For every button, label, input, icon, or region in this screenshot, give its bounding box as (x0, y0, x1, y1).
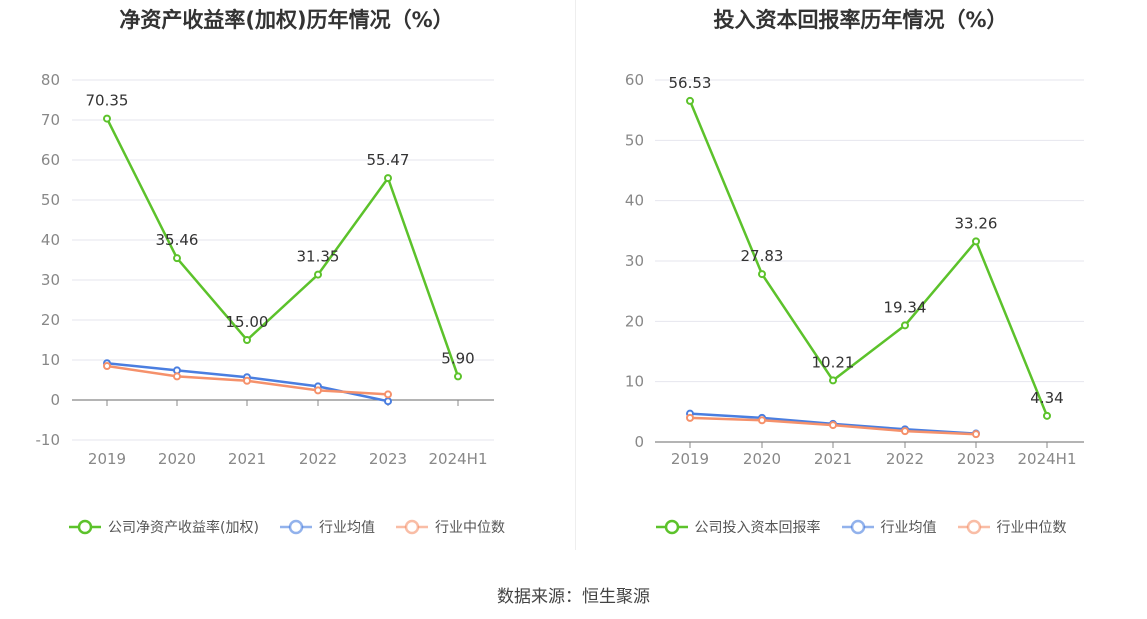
x-tick-label: 2023 (957, 450, 995, 468)
roic-chart-legend: 公司投入资本回报率 行业均值 行业中位数 (574, 517, 1147, 537)
y-tick-label: 60 (41, 151, 60, 169)
y-tick-label: 20 (625, 312, 644, 330)
y-tick-label: 30 (41, 271, 60, 289)
y-tick-label: 20 (41, 311, 60, 329)
data-point-company (972, 237, 980, 246)
data-point-industry_median (972, 430, 980, 439)
data-point-industry_median (173, 372, 181, 381)
data-point-industry_median (829, 421, 837, 430)
data-point-company (686, 96, 694, 105)
data-label: 10.21 (812, 353, 855, 371)
y-tick-label: 10 (625, 373, 644, 391)
x-tick-label: 2024H1 (429, 450, 488, 468)
legend-item-company[interactable]: 公司投入资本回报率 (655, 517, 821, 537)
legend-label: 行业中位数 (996, 520, 1067, 536)
legend-marker-icon (69, 519, 102, 535)
legend-label: 公司投入资本回报率 (694, 520, 821, 536)
data-point-industry_median (901, 427, 909, 436)
panel-divider (575, 0, 576, 550)
data-label: 27.83 (741, 247, 784, 265)
y-tick-label: 70 (41, 111, 60, 129)
legend-marker-icon (841, 519, 874, 535)
roe-chart-panel: 净资产收益率(加权)历年情况（%） -10 0 10 20 30 40 50 60 70 80 20… (0, 0, 573, 560)
data-label: 15.00 (226, 313, 269, 331)
x-tick-label: 2023 (369, 450, 407, 468)
roe-chart-title: 净资产收益率(加权)历年情况（%） (119, 8, 454, 32)
x-tick-label: 2021 (228, 450, 266, 468)
legend-marker-icon (655, 519, 688, 535)
legend-marker-icon (957, 519, 990, 535)
y-tick-label: 0 (634, 433, 644, 451)
legend-item-industry_median[interactable]: 行业中位数 (395, 517, 505, 537)
legend-label: 行业均值 (880, 520, 937, 536)
data-point-company (103, 114, 111, 123)
legend-item-industry_avg[interactable]: 行业均值 (279, 517, 375, 537)
data-point-company (901, 321, 909, 330)
data-point-company (243, 336, 251, 344)
legend-label: 公司净资产收益率(加权) (108, 520, 259, 536)
x-tick-label: 2022 (299, 450, 337, 468)
legend-label: 行业中位数 (434, 520, 505, 536)
data-point-industry_median (103, 362, 111, 370)
x-tick-label: 2019 (88, 450, 126, 468)
data-label: 56.53 (669, 74, 712, 92)
data-source-text: 数据来源：恒生聚源 (497, 587, 650, 607)
y-tick-label: 0 (50, 391, 60, 409)
legend-item-industry_avg[interactable]: 行业均值 (841, 517, 937, 537)
data-point-company (384, 174, 392, 183)
data-point-company (758, 270, 766, 279)
legend-marker-icon (279, 519, 312, 535)
y-tick-label: 40 (41, 231, 60, 249)
data-label: 19.34 (884, 298, 927, 316)
x-tick-label: 2020 (158, 450, 196, 468)
x-tick-label: 2021 (814, 450, 852, 468)
data-label: 5.90 (441, 349, 474, 367)
legend-item-company[interactable]: 公司净资产收益率(加权) (68, 517, 259, 537)
data-label: 4.34 (1030, 389, 1063, 407)
y-tick-label: 40 (625, 192, 644, 210)
roe-chart-plot: -10 0 10 20 30 40 50 60 70 80 2019 2020 2021 2022 2023… (36, 71, 494, 468)
data-point-company (829, 376, 837, 385)
data-point-company (454, 372, 462, 381)
data-point-company (173, 254, 181, 263)
data-label: 31.35 (297, 248, 340, 266)
data-point-industry_avg (384, 397, 392, 406)
y-tick-label: 30 (625, 252, 644, 270)
legend-label: 行业均值 (318, 520, 375, 536)
y-tick-label: 60 (625, 71, 644, 89)
x-tick-label: 2019 (671, 450, 709, 468)
data-point-company (1043, 411, 1051, 420)
y-tick-label: -10 (36, 431, 61, 449)
roic-chart-plot: 0 10 20 30 40 50 60 2019 2020 2021 2022 2023 2024H1 5… (625, 71, 1084, 468)
roe-chart-legend: 公司净资产收益率(加权) 行业均值 行业中位数 (0, 517, 573, 537)
data-label: 70.35 (86, 92, 129, 110)
data-point-industry_median (384, 390, 392, 399)
data-point-company (314, 270, 322, 279)
legend-item-industry_median[interactable]: 行业中位数 (957, 517, 1067, 537)
roic-chart-title: 投入资本回报率历年情况（%） (713, 8, 1008, 32)
y-tick-label: 50 (625, 131, 644, 149)
data-label: 55.47 (367, 151, 410, 169)
data-label: 35.46 (156, 231, 199, 249)
y-tick-label: 50 (41, 191, 60, 209)
data-label: 33.26 (955, 214, 998, 232)
series-line-company (105, 118, 460, 377)
data-point-industry_median (686, 413, 694, 422)
series-line-company (688, 100, 1049, 417)
data-point-industry_median (243, 376, 251, 385)
y-tick-label: 80 (41, 71, 60, 89)
data-point-industry_median (314, 386, 322, 395)
x-tick-label: 2024H1 (1018, 450, 1077, 468)
data-point-industry_median (758, 416, 766, 425)
x-tick-label: 2020 (743, 450, 781, 468)
x-tick-label: 2022 (886, 450, 924, 468)
roic-chart-panel: 投入资本回报率历年情况（%） 0 10 20 30 40 50 60 2019 2020 2021… (574, 0, 1147, 560)
legend-marker-icon (395, 519, 428, 535)
y-tick-label: 10 (41, 351, 60, 369)
